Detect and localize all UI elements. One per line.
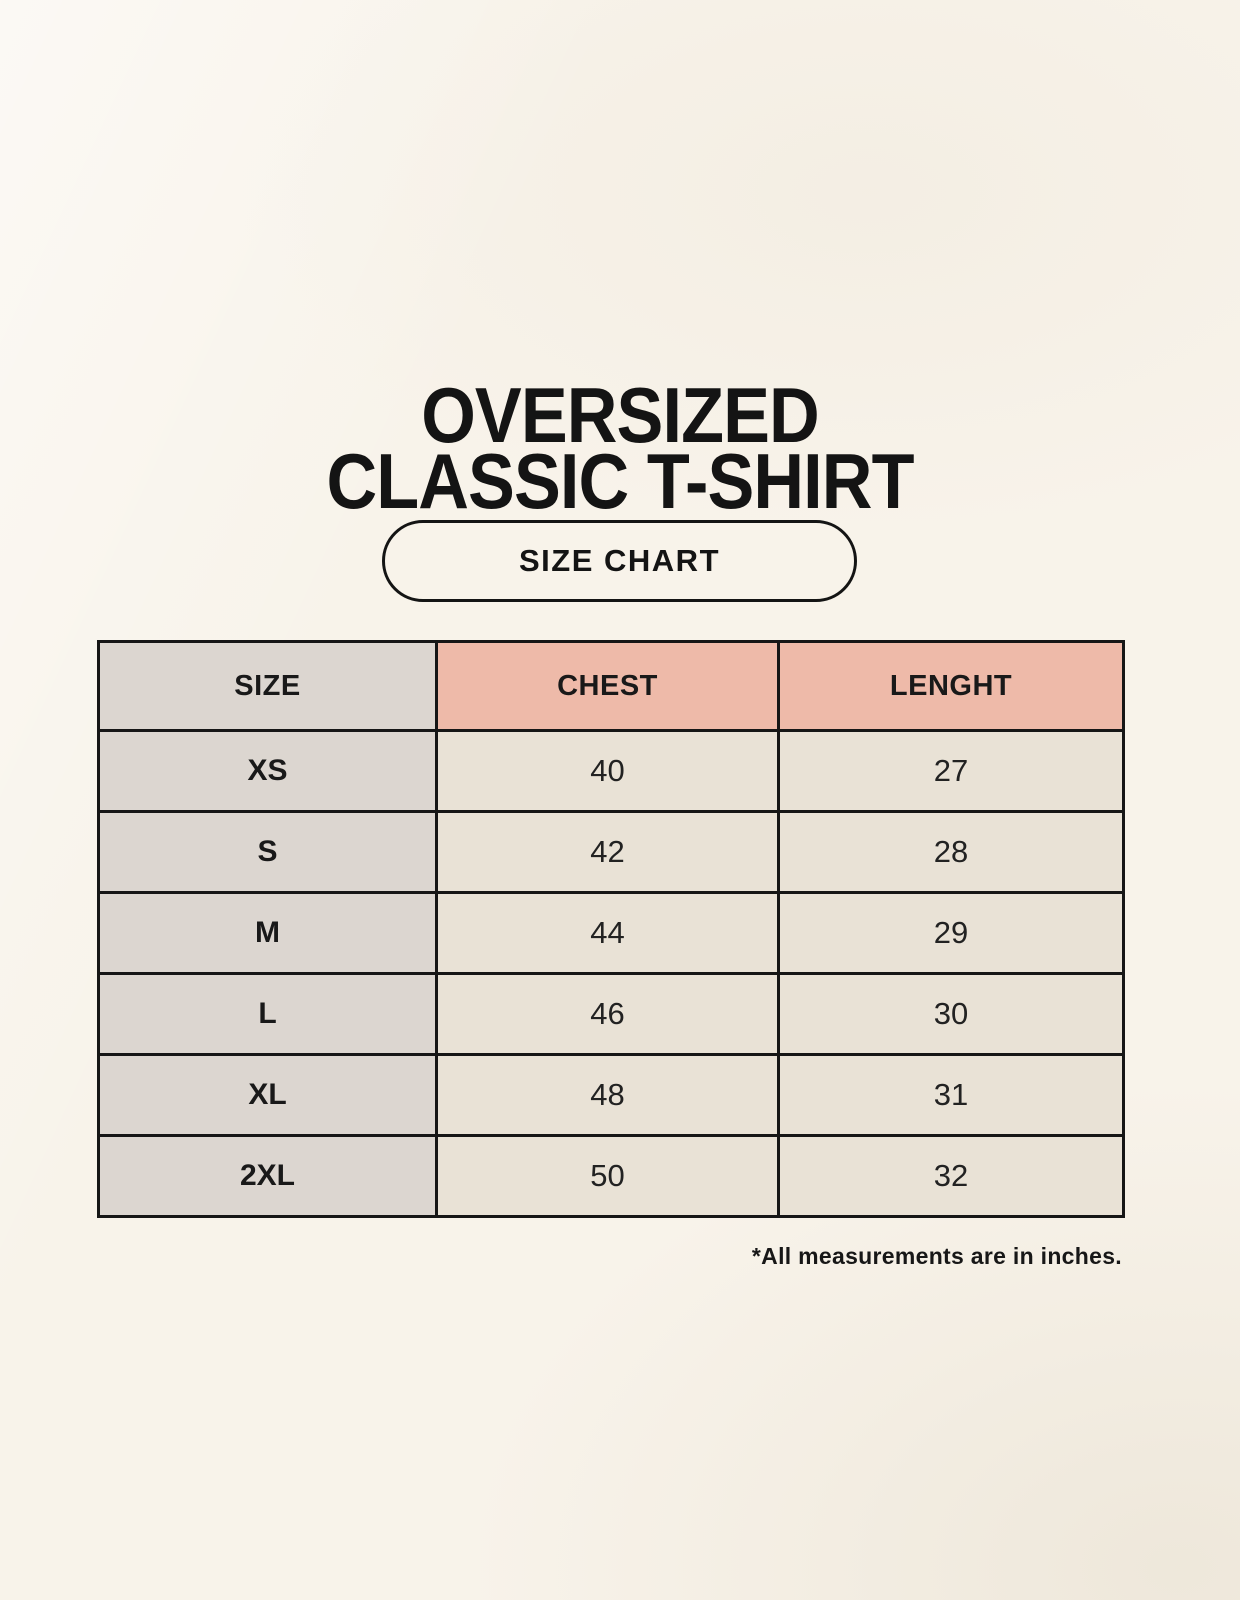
length-value-cell: 28 [777, 810, 1125, 894]
header-cell-size: SIZE [97, 640, 438, 732]
chest-value-cell: 48 [435, 1053, 780, 1137]
table-row-xl: XL 48 31 [97, 1053, 1125, 1137]
chest-value-cell: 44 [435, 891, 780, 975]
chest-value-cell: 40 [435, 729, 780, 813]
chest-value-cell: 46 [435, 972, 780, 1056]
table-row-l: L 46 30 [97, 972, 1125, 1056]
header-cell-lenght: LENGHT [777, 640, 1125, 732]
length-value-cell: 31 [777, 1053, 1125, 1137]
table-header-row: SIZE CHEST LENGHT [97, 640, 1125, 732]
page-title-line2: CLASSIC T-SHIRT [326, 437, 914, 526]
length-value-cell: 32 [777, 1134, 1125, 1218]
table-row-xs: XS 40 27 [97, 729, 1125, 813]
measurements-footnote: *All measurements are in inches. [751, 1243, 1122, 1269]
size-label-cell: XL [97, 1053, 438, 1137]
length-value-cell: 29 [777, 891, 1125, 975]
chest-value-cell: 50 [435, 1134, 780, 1218]
table-row-s: S 42 28 [97, 810, 1125, 894]
size-label-cell: M [97, 891, 438, 975]
size-chart-badge-label: SIZE CHART [519, 543, 720, 578]
size-chart-table: SIZE CHEST LENGHT XS 40 27 S 42 28 M 44 … [97, 640, 1125, 1218]
size-chart-badge: SIZE CHART [382, 520, 857, 602]
page-title-line1: OVERSIZED [421, 371, 819, 460]
length-value-cell: 30 [777, 972, 1125, 1056]
table-row-m: M 44 29 [97, 891, 1125, 975]
size-label-cell: S [97, 810, 438, 894]
table-row-2xl: 2XL 50 32 [97, 1134, 1125, 1218]
page-title: OVERSIZED CLASSIC T-SHIRT [62, 371, 1178, 526]
header-cell-chest: CHEST [435, 640, 780, 732]
size-label-cell: XS [97, 729, 438, 813]
size-label-cell: L [97, 972, 438, 1056]
chest-value-cell: 42 [435, 810, 780, 894]
size-label-cell: 2XL [97, 1134, 438, 1218]
length-value-cell: 27 [777, 729, 1125, 813]
